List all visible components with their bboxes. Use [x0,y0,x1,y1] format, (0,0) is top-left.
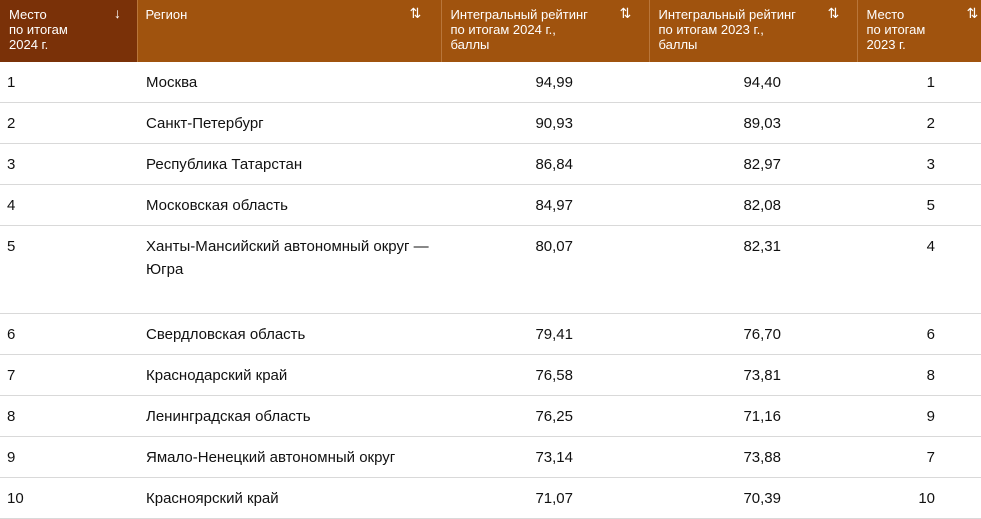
cell-rating-2024: 84,97 [441,184,649,226]
cell-region: Ленинградская область [137,395,441,437]
table-row: 7 Краснодарский край 76,58 73,81 8 [0,354,981,396]
table-row: 4 Московская область 84,97 82,08 5 [0,184,981,226]
header-label: Интегральный рейтинг по итогам 2023 г., … [658,7,796,52]
cell-rating-2024: 76,25 [441,395,649,437]
cell-place-2024: 4 [0,184,137,226]
header-label: Место по итогам 2023 г. [866,7,926,52]
cell-region: Санкт-Петербург [137,102,441,144]
sort-icon[interactable]: ⇅ [966,5,979,21]
sort-icon[interactable]: ⇅ [619,5,632,21]
cell-rating-2024: 79,41 [441,313,649,355]
cell-place-2023: 8 [857,354,981,396]
cell-region: Краснодарский край [137,354,441,396]
cell-place-2024: 7 [0,354,137,396]
cell-place-2024: 6 [0,313,137,355]
sort-icon[interactable]: ⇅ [409,5,422,21]
cell-place-2023: 3 [857,143,981,185]
cell-rating-2023: 73,81 [649,354,857,396]
cell-rating-2024: 73,14 [441,436,649,478]
table-row: 5 Ханты-Мансийский автономный округ — Юг… [0,225,981,314]
cell-place-2024: 1 [0,62,137,103]
cell-place-2024: 2 [0,102,137,144]
cell-place-2024: 9 [0,436,137,478]
table-row: 8 Ленинградская область 76,25 71,16 9 [0,395,981,437]
cell-place-2024: 3 [0,143,137,185]
header-label: Регион [145,7,188,22]
cell-place-2023: 4 [857,225,981,314]
header-rating-2024[interactable]: Интегральный рейтинг по итогам 2024 г., … [441,0,650,62]
header-row: Место по итогам 2024 г. ↓ Регион ⇅ Интег… [0,0,981,62]
header-label: Интегральный рейтинг по итогам 2024 г., … [450,7,588,52]
cell-rating-2023: 73,88 [649,436,857,478]
cell-rating-2024: 71,07 [441,477,649,519]
cell-place-2024: 8 [0,395,137,437]
cell-place-2024: 5 [0,225,137,314]
cell-rating-2023: 82,08 [649,184,857,226]
cell-rating-2023: 82,97 [649,143,857,185]
cell-rating-2023: 70,39 [649,477,857,519]
cell-region: Свердловская область [137,313,441,355]
table-row: 9 Ямало-Ненецкий автономный округ 73,14 … [0,436,981,478]
cell-rating-2024: 80,07 [441,225,649,314]
cell-rating-2023: 71,16 [649,395,857,437]
header-place-2024[interactable]: Место по итогам 2024 г. ↓ [0,0,138,62]
cell-place-2023: 7 [857,436,981,478]
cell-region: Ханты-Мансийский автономный округ — Югра [137,225,441,314]
table-row: 6 Свердловская область 79,41 76,70 6 [0,313,981,355]
cell-rating-2024: 76,58 [441,354,649,396]
cell-place-2023: 1 [857,62,981,103]
header-region[interactable]: Регион ⇅ [137,0,442,62]
cell-region: Ямало-Ненецкий автономный округ [137,436,441,478]
cell-place-2023: 6 [857,313,981,355]
cell-place-2023: 9 [857,395,981,437]
table-row: 3 Республика Татарстан 86,84 82,97 3 [0,143,981,185]
cell-place-2024: 10 [0,477,137,519]
cell-rating-2023: 82,31 [649,225,857,314]
cell-region: Республика Татарстан [137,143,441,185]
cell-rating-2023: 76,70 [649,313,857,355]
cell-rating-2024: 94,99 [441,62,649,103]
cell-region: Красноярский край [137,477,441,519]
header-label: Место по итогам 2024 г. [9,7,68,52]
header-place-2023[interactable]: Место по итогам 2023 г. ⇅ [857,0,981,62]
table-row: 10 Красноярский край 71,07 70,39 10 [0,477,981,519]
cell-rating-2023: 94,40 [649,62,857,103]
cell-place-2023: 2 [857,102,981,144]
cell-place-2023: 10 [857,477,981,519]
sort-down-icon[interactable]: ↓ [114,5,121,21]
sort-icon[interactable]: ⇅ [827,5,840,21]
cell-rating-2024: 90,93 [441,102,649,144]
cell-region: Москва [137,62,441,103]
cell-rating-2024: 86,84 [441,143,649,185]
cell-place-2023: 5 [857,184,981,226]
table-row: 1 Москва 94,99 94,40 1 [0,62,981,103]
table-row: 2 Санкт-Петербург 90,93 89,03 2 [0,102,981,144]
cell-rating-2023: 89,03 [649,102,857,144]
header-rating-2023[interactable]: Интегральный рейтинг по итогам 2023 г., … [649,0,858,62]
cell-region: Московская область [137,184,441,226]
